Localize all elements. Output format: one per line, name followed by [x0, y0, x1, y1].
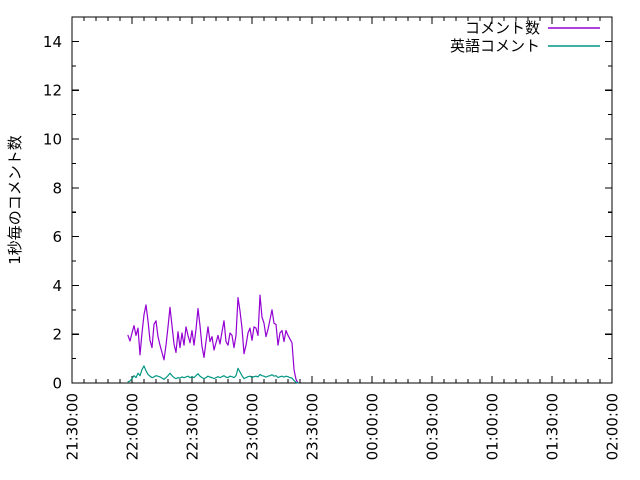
x-axis-ticks — [71, 17, 613, 383]
y-tick-label: 4 — [52, 277, 62, 295]
y-tick-label: 10 — [43, 131, 62, 149]
x-tick-label: 23:30:00 — [304, 393, 322, 460]
x-tick-label: 01:30:00 — [544, 393, 562, 460]
y-tick-label: 14 — [43, 33, 62, 51]
y-tick-label: 2 — [52, 326, 62, 344]
y-axis-title-text: 1秒毎のコメント数 — [6, 135, 24, 265]
legend-label: 英語コメント — [450, 37, 540, 55]
series-lines — [127, 294, 299, 384]
x-tick-label: 23:00:00 — [244, 393, 262, 460]
x-tick-label: 00:00:00 — [364, 393, 382, 460]
y-tick-label: 0 — [52, 375, 62, 393]
x-tick-label: 00:30:00 — [424, 393, 442, 460]
legend-label: コメント数 — [465, 19, 540, 37]
x-tick-label: 21:30:00 — [64, 393, 82, 460]
y-tick-label: 12 — [43, 82, 62, 100]
plot-frame — [71, 16, 613, 384]
y-tick-label: 6 — [52, 228, 62, 246]
x-tick-label: 02:00:00 — [604, 393, 622, 460]
series-line-english-comment — [127, 365, 299, 384]
x-tick-label: 01:00:00 — [484, 393, 502, 460]
y-axis-ticks — [72, 40, 612, 384]
series-line-comment-count — [127, 294, 299, 384]
x-axis-tick-labels: 21:30:00 22:00:00 22:30:00 23:00:00 23:30:00… — [64, 393, 622, 460]
x-tick-label: 22:00:00 — [124, 393, 142, 460]
y-tick-label: 8 — [52, 179, 62, 197]
x-tick-label: 22:30:00 — [184, 393, 202, 460]
y-axis-tick-labels: 0 2 4 6 8 10 12 14 — [43, 33, 62, 393]
y-axis-title: 1秒毎のコメント数 — [6, 135, 24, 265]
